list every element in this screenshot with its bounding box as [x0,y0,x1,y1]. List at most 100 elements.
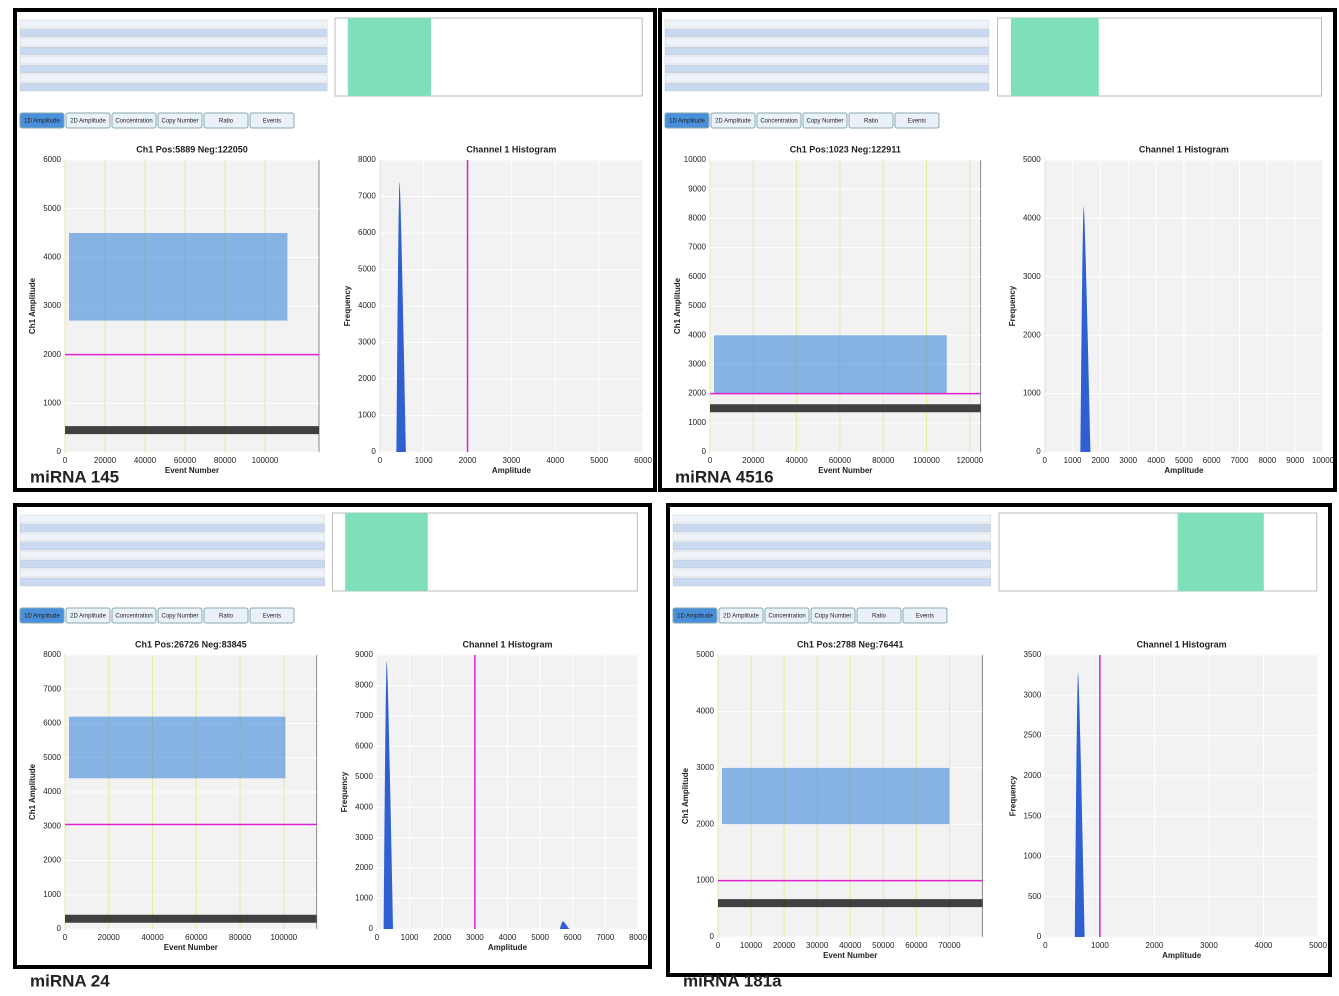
toolbar-button-label[interactable]: 1D Amplitude [24,119,60,125]
y-tick-label: 4000 [688,330,706,339]
x-tick-label: 3000 [503,456,521,465]
toolbar-button-label[interactable]: Concentration [768,614,805,620]
y-tick-label: 8000 [688,214,706,223]
x-tick-label: 1000 [415,456,433,465]
y-tick-label: 1000 [43,398,61,407]
x-tick-label: 40000 [141,933,164,942]
x-tick-label: 5000 [1309,941,1327,950]
table-row [665,83,989,91]
y-tick-label: 5000 [358,265,376,274]
x-axis-label: Event Number [164,943,218,952]
y-tick-label: 0 [710,932,715,941]
y-tick-label: 2000 [358,374,376,383]
table-row [673,578,991,586]
y-tick-label: 2000 [1023,330,1041,339]
table-row [20,83,327,91]
table-row [20,38,327,46]
toolbar-button-label[interactable]: 2D Amplitude [70,119,106,125]
y-tick-label: 6000 [358,228,376,237]
y-axis-label: Ch1 Amplitude [673,277,682,334]
y-tick-label: 6000 [43,155,61,164]
x-tick-label: 3000 [1200,941,1218,950]
y-tick-label: 2000 [355,863,373,872]
y-tick-label: 7000 [358,192,376,201]
y-tick-label: 0 [368,924,373,933]
table-row [20,542,325,550]
table-row [673,515,991,523]
table-row [665,74,989,82]
x-tick-label: 20000 [742,456,765,465]
x-axis-label: Amplitude [1164,466,1204,475]
y-tick-label: 9000 [688,184,706,193]
y-tick-label: 3500 [1024,650,1042,659]
toolbar-button-label[interactable]: Ratio [219,119,234,125]
toolbar-button-label[interactable]: 1D Amplitude [677,614,713,620]
toolbar-button-label[interactable]: 2D Amplitude [715,119,751,125]
x-tick-label: 10000 [1312,456,1335,465]
toolbar-button-label[interactable]: Copy Number [161,614,198,620]
y-tick-label: 0 [57,924,62,933]
table-row [20,56,327,64]
x-axis-label: Event Number [818,466,872,475]
toolbar-button-label[interactable]: Copy Number [806,119,843,125]
x-axis-label: Amplitude [488,943,528,952]
toolbar-button-label[interactable]: Ratio [864,119,879,125]
y-tick-label: 7000 [43,684,61,693]
y-tick-label: 1000 [1023,389,1041,398]
y-tick-label: 6000 [355,741,373,750]
y-tick-label: 4000 [358,301,376,310]
x-tick-label: 6000 [1203,456,1221,465]
toolbar-button-label[interactable]: Concentration [115,614,152,620]
table-row [20,578,325,586]
x-tick-label: 100000 [252,456,279,465]
x-tick-label: 60000 [829,456,852,465]
toolbar-button-label[interactable]: 2D Amplitude [723,614,759,620]
plot-title: Channel 1 Histogram [462,639,552,649]
y-tick-label: 7000 [355,711,373,720]
toolbar-button-label[interactable]: Copy Number [161,119,198,125]
x-tick-label: 60000 [905,941,928,950]
x-tick-label: 7000 [1231,456,1249,465]
y-tick-label: 0 [1037,932,1042,941]
y-tick-label: 5000 [1023,155,1041,164]
x-axis-label: Amplitude [492,466,532,475]
y-tick-label: 5000 [43,204,61,213]
y-axis-label: Frequency [1008,285,1017,326]
toolbar-button-label[interactable]: Events [263,614,281,620]
y-tick-label: 3000 [358,338,376,347]
toolbar-button-label[interactable]: Events [908,119,926,125]
y-tick-label: 4000 [1023,214,1041,223]
toolbar-button-label[interactable]: 1D Amplitude [24,614,60,620]
plate-wells [1011,18,1099,96]
toolbar-button-label[interactable]: Copy Number [814,614,851,620]
toolbar-button-label[interactable]: Concentration [760,119,797,125]
y-tick-label: 6000 [43,719,61,728]
plot-area [1045,655,1318,937]
y-tick-label: 2000 [1024,771,1042,780]
y-axis-label: Frequency [1008,775,1017,816]
y-tick-label: 8000 [43,650,61,659]
plate-wells [1178,513,1264,591]
toolbar-button-label[interactable]: 2D Amplitude [70,614,106,620]
x-tick-label: 60000 [185,933,208,942]
toolbar-button-label[interactable]: Events [263,119,281,125]
y-tick-label: 8000 [358,155,376,164]
toolbar-button-label[interactable]: 1D Amplitude [669,119,705,125]
table-row [665,29,989,37]
plot-title: Ch1 Pos:1023 Neg:122911 [790,144,901,154]
x-tick-label: 2000 [1092,456,1110,465]
y-tick-label: 3000 [1024,690,1042,699]
toolbar-button-label[interactable]: Concentration [115,119,152,125]
plot-title: Channel 1 Histogram [466,144,556,154]
toolbar-button-label[interactable]: Ratio [219,614,234,620]
table-row [20,74,327,82]
y-tick-label: 4000 [43,787,61,796]
y-tick-label: 3000 [43,821,61,830]
x-tick-label: 4000 [546,456,564,465]
table-row [673,542,991,550]
x-tick-label: 9000 [1286,456,1304,465]
toolbar-button-label[interactable]: Ratio [872,614,887,620]
toolbar-button-label[interactable]: Events [916,614,934,620]
table-row [20,65,327,73]
y-tick-label: 5000 [43,753,61,762]
